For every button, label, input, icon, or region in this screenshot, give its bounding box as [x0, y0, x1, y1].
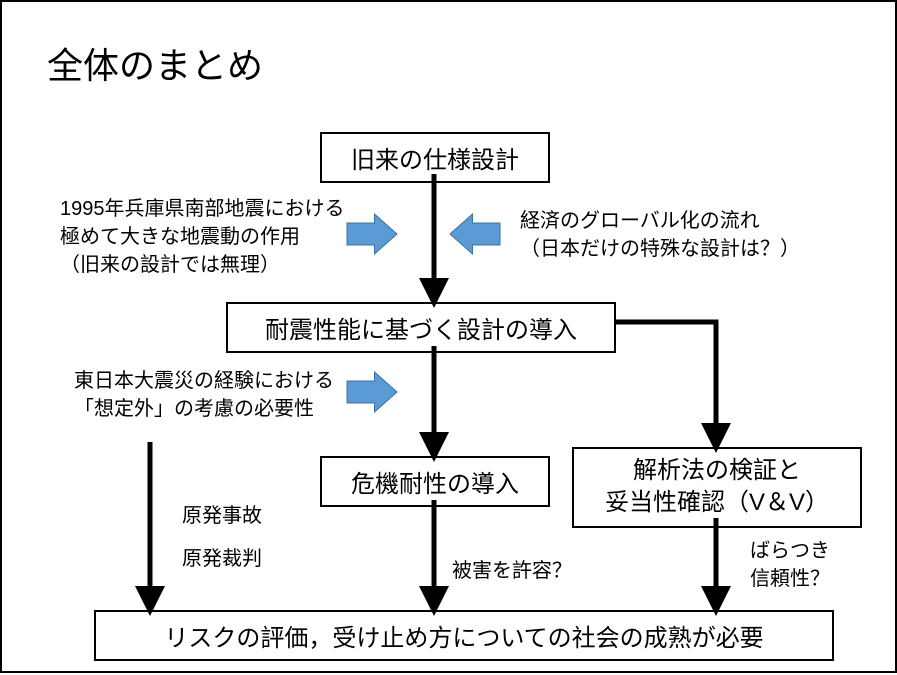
label-globalization: 経済のグローバル化の流れ（日本だけの特殊な設計は？）: [520, 207, 800, 263]
blue-arrow-ba2: [450, 214, 500, 254]
label-nuclear-trial: 原発裁判: [182, 545, 262, 573]
slide-title: 全体のまとめ: [47, 37, 263, 89]
label-nuclear-accident: 原発事故: [182, 502, 262, 530]
box-v-and-v: 解析法の検証と妥当性確認（V＆V）: [572, 447, 862, 528]
box-old-spec-design: 旧来の仕様設計: [320, 132, 550, 183]
box-crisis-resistance: 危機耐性の導入: [320, 456, 550, 507]
blue-arrow-ba1: [347, 214, 397, 254]
blue-arrow-ba3: [347, 372, 397, 412]
arrow-a3-elbow: [616, 322, 716, 443]
label-variance-reliability: ばらつき信頼性？: [750, 537, 830, 593]
label-damage-tolerance: 被害を許容？: [452, 557, 572, 585]
box-seismic-performance-design: 耐震性能に基づく設計の導入: [226, 302, 616, 353]
box-risk-evaluation: リスクの評価，受け止め方についての社会の成熟が必要: [94, 610, 834, 661]
label-tohoku-experience: 東日本大震災の経験における「想定外」の考慮の必要性: [74, 367, 334, 423]
slide-frame: 全体のまとめ 旧来の仕様設計 耐震性能に基づく設計の導入 危機耐性の導入 解析法…: [0, 0, 897, 673]
label-1995-earthquake: 1995年兵庫県南部地震における極めて大きな地震動の作用（旧来の設計では無理）: [60, 195, 345, 279]
